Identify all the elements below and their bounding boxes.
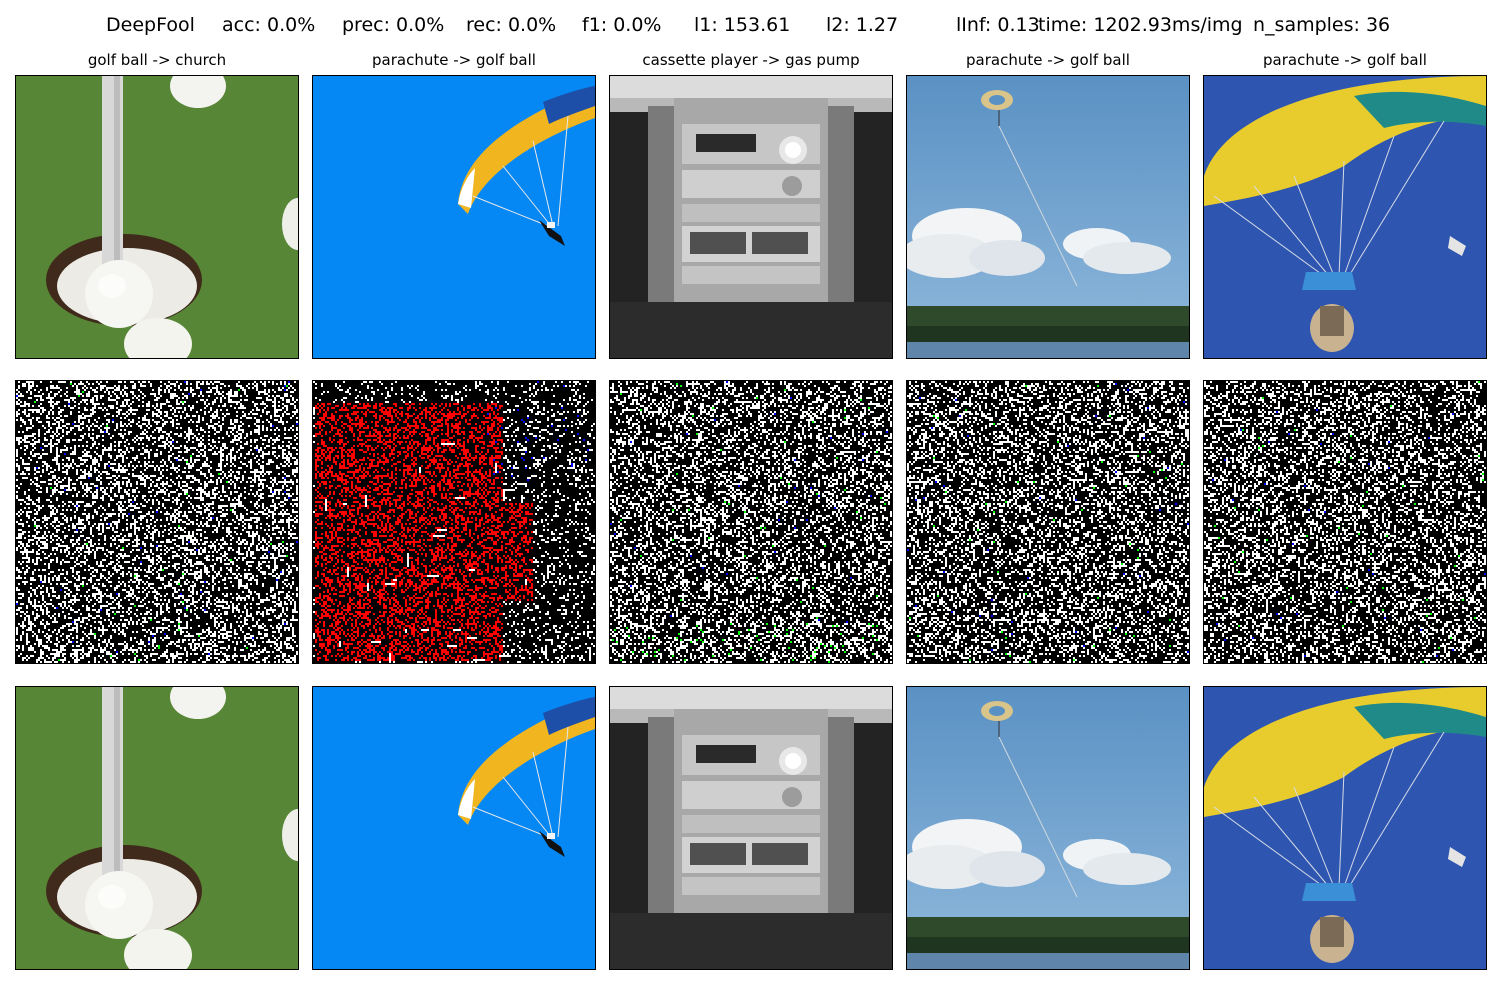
- metric-time: time: 1202.93ms/img: [1038, 14, 1243, 36]
- perturbation-golf: [15, 380, 299, 664]
- metric-rec: rec: 0.0%: [466, 14, 557, 36]
- golf-hole-scene: [16, 76, 298, 358]
- original-image-skydiver: [1203, 75, 1487, 359]
- perturbation-noise-skydiver: [1204, 381, 1486, 663]
- paraglider-scene: [313, 76, 595, 358]
- perturbation-noise-parasail: [907, 381, 1189, 663]
- method-name: DeepFool: [106, 14, 195, 36]
- parasail-scene: [907, 76, 1189, 358]
- original-image-parasail: [906, 75, 1190, 359]
- column-title-5: parachute -> golf ball: [1263, 51, 1427, 69]
- original-image-boombox: [609, 75, 893, 359]
- metric-prec: prec: 0.0%: [342, 14, 445, 36]
- figure-title: DeepFool acc: 0.0% prec: 0.0% rec: 0.0% …: [0, 14, 1500, 44]
- perturbation-noise-paraglider: [313, 381, 595, 663]
- adversarial-image-boombox: [609, 686, 893, 970]
- boombox-scene: [610, 76, 892, 358]
- original-image-paraglider: [312, 75, 596, 359]
- golf-hole-scene: [16, 687, 298, 969]
- adversarial-image-skydiver: [1203, 686, 1487, 970]
- perturbation-parasail: [906, 380, 1190, 664]
- original-image-golf: [15, 75, 299, 359]
- parasail-scene: [907, 687, 1189, 969]
- skydiver-scene: [1204, 76, 1486, 358]
- paraglider-scene: [313, 687, 595, 969]
- perturbation-paraglider: [312, 380, 596, 664]
- adversarial-image-paraglider: [312, 686, 596, 970]
- perturbation-skydiver: [1203, 380, 1487, 664]
- metric-f1: f1: 0.0%: [582, 14, 662, 36]
- column-title-3: cassette player -> gas pump: [642, 51, 860, 69]
- perturbation-noise-golf: [16, 381, 298, 663]
- perturbation-noise-boombox: [610, 381, 892, 663]
- adversarial-image-parasail: [906, 686, 1190, 970]
- metric-n-samples: n_samples: 36: [1253, 14, 1391, 36]
- metric-linf: lInf: 0.13: [956, 14, 1040, 36]
- column-title-1: golf ball -> church: [87, 51, 227, 69]
- metric-l2: l2: 1.27: [826, 14, 899, 36]
- column-title-4: parachute -> golf ball: [966, 51, 1130, 69]
- perturbation-boombox: [609, 380, 893, 664]
- skydiver-scene: [1204, 687, 1486, 969]
- column-title-2: parachute -> golf ball: [372, 51, 536, 69]
- metric-l1: l1: 153.61: [694, 14, 791, 36]
- metric-acc: acc: 0.0%: [222, 14, 316, 36]
- boombox-scene: [610, 687, 892, 969]
- adversarial-image-golf: [15, 686, 299, 970]
